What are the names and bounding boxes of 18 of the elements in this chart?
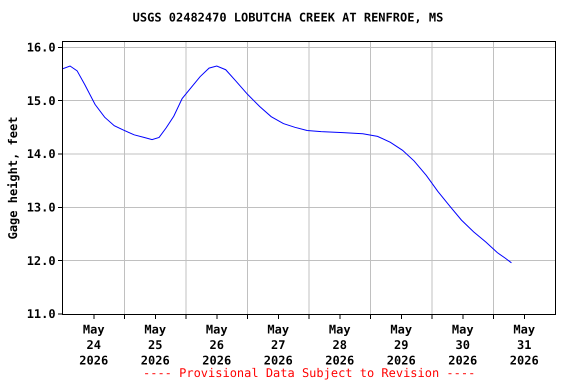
x-tick-label: May 30 2026 bbox=[448, 322, 478, 368]
x-tick-label: May 28 2026 bbox=[325, 322, 354, 368]
line-series bbox=[63, 66, 512, 264]
text: ---- Provisional Data Subject to Revision ---- bbox=[143, 366, 476, 380]
x-tick-label: May 29 2026 bbox=[386, 322, 416, 368]
y-tick-label: 11.0 bbox=[26, 307, 56, 322]
x-tick-label: May 26 2026 bbox=[202, 322, 232, 368]
y-tick-label: 16.0 bbox=[26, 40, 56, 55]
y-tick-label: 12.0 bbox=[26, 254, 56, 268]
y-axis-title: Gage height, feet bbox=[6, 116, 20, 240]
chart-title: USGS 02482470 LOBUTCHA CREEK AT RENFROE, MS bbox=[132, 10, 444, 24]
y-tick-label: 14.0 bbox=[26, 147, 56, 162]
y-tick-label: 13.0 bbox=[26, 200, 56, 215]
x-tick-label: May 27 2026 bbox=[264, 322, 293, 368]
x-tick-label: May 25 2026 bbox=[140, 322, 170, 368]
y-tick-label: 15.0 bbox=[26, 94, 56, 108]
x-tick-label: May 24 2026 bbox=[79, 322, 108, 368]
x-tick-label: May 31 2026 bbox=[510, 322, 539, 368]
